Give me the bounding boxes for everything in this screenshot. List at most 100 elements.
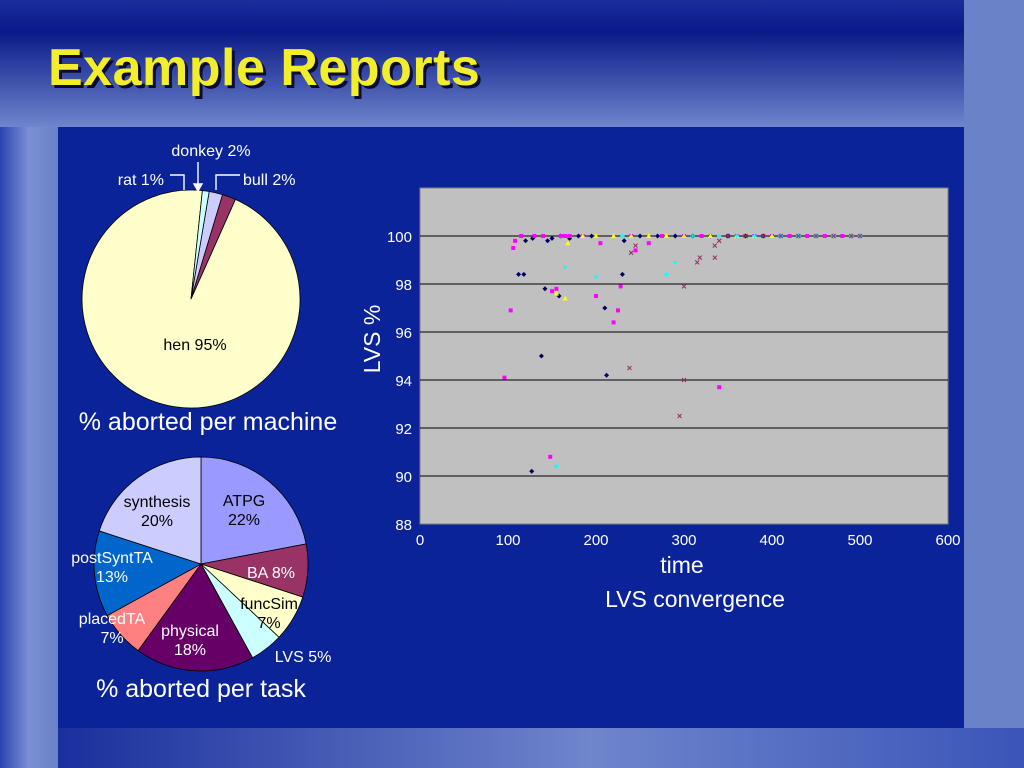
point-s2-0 (553, 290, 559, 296)
point-s4-19 (857, 233, 863, 239)
slide-title: Example Reports (48, 39, 481, 97)
point-s4-13 (760, 233, 766, 239)
y-tick-label-0: 88 (395, 517, 412, 534)
point-s4-4 (681, 377, 687, 383)
point-s2-6 (628, 233, 634, 238)
point-s3-3 (620, 233, 625, 239)
pie2-label-placedta: placedTA 7% (79, 611, 146, 647)
x-tick-label-0: 0 (416, 532, 424, 549)
point-s1-1 (508, 308, 513, 313)
pie2-slice-6 (93, 530, 203, 617)
point-s4-6 (694, 260, 700, 265)
x-tick-label-5: 500 (847, 532, 872, 549)
point-s0-13 (589, 233, 595, 239)
point-s4-1 (628, 250, 634, 256)
point-s3-4 (664, 272, 669, 277)
point-s2-1 (562, 295, 568, 301)
point-s0-15 (604, 372, 610, 378)
y-tick-label-2: 92 (395, 421, 412, 438)
point-s0-14 (602, 305, 608, 311)
leader-donkey-arrow (192, 183, 204, 193)
point-s4-0 (627, 365, 632, 371)
y-tick-label-6: 100 (387, 229, 412, 246)
scatter-plot-area (419, 187, 949, 525)
point-s1-30 (805, 234, 810, 238)
pie2-label-ba: BA 8% (247, 565, 295, 582)
point-s3-1 (563, 265, 568, 270)
point-s0-0 (516, 271, 522, 277)
point-s3-8 (734, 233, 739, 239)
point-s4-7 (697, 255, 703, 260)
point-s0-5 (538, 353, 544, 359)
point-s4-18 (848, 233, 854, 239)
point-s1-2 (511, 246, 516, 250)
scatter-title: LVS convergence (605, 586, 785, 612)
point-s2-4 (593, 233, 599, 238)
x-tick-label-6: 600 (935, 532, 960, 549)
point-s1-0 (502, 375, 507, 380)
point-s1-8 (550, 289, 554, 294)
pie2-title: % aborted per task (96, 675, 306, 703)
point-s1-4 (519, 234, 524, 238)
point-s0-3 (529, 468, 535, 474)
point-s4-5 (681, 284, 687, 289)
point-s2-2 (565, 240, 571, 246)
point-s1-25 (717, 385, 722, 390)
point-s0-16 (619, 271, 625, 277)
point-s4-16 (813, 233, 819, 239)
pie2-label-physical: physical 18% (161, 623, 219, 659)
point-s1-7 (548, 454, 553, 459)
point-s2-8 (663, 233, 669, 238)
point-s1-3 (513, 238, 518, 243)
point-s1-12 (567, 234, 572, 238)
pie2-labels: ATPG 22% synthesis 20% postSyntTA 13% place… (71, 493, 331, 666)
y-tick-label-5: 98 (395, 277, 412, 294)
pie2-label-funcsim: funcSim 7% (240, 596, 298, 632)
pie1-label-bull: bull 2% (243, 172, 295, 189)
point-s1-10 (558, 234, 563, 238)
point-s1-24 (699, 234, 704, 238)
point-s4-8 (712, 255, 718, 260)
pie1-label-donkey: donkey 2% (171, 143, 250, 160)
leader-bull (215, 174, 240, 190)
point-s4-17 (831, 233, 836, 239)
point-s0-6 (542, 286, 548, 292)
point-s0-2 (523, 238, 529, 244)
point-s3-0 (554, 464, 559, 469)
point-s1-14 (594, 294, 598, 298)
point-s1-15 (598, 241, 603, 246)
scatter-xlabel: time (660, 552, 703, 578)
point-s1-29 (787, 234, 792, 238)
point-s0-12 (575, 233, 581, 239)
point-s0-17 (621, 238, 627, 244)
point-s4-10 (716, 238, 722, 244)
leader-rat (170, 174, 185, 190)
point-s4-11 (725, 233, 731, 239)
point-s2-3 (580, 233, 586, 238)
pie2-slice-4 (137, 563, 254, 672)
point-s1-20 (633, 248, 638, 253)
point-s1-6 (541, 234, 546, 238)
point-s4-15 (796, 233, 801, 239)
pie2-slice-0 (200, 456, 307, 565)
x-tick-label-3: 300 (671, 532, 696, 549)
point-s0-1 (521, 271, 527, 277)
y-tick-label-1: 90 (395, 469, 412, 486)
pie2-label-postsyntta: postSyntTA 13% (71, 550, 153, 586)
point-s0-19 (655, 233, 661, 239)
scatter-ylabel: LVS % (359, 305, 385, 374)
point-s1-9 (554, 286, 559, 291)
point-s0-18 (637, 233, 643, 239)
point-s1-17 (616, 308, 620, 313)
point-s2-10 (707, 233, 713, 238)
pie1-slice-3 (190, 190, 210, 300)
pie1-label-rat: rat 1% (118, 172, 164, 189)
point-s4-3 (677, 413, 682, 419)
point-s4-12 (743, 233, 748, 239)
point-s2-13 (769, 233, 775, 238)
point-s1-5 (532, 234, 537, 238)
pie2-slice-7 (98, 456, 202, 565)
point-s1-18 (618, 284, 623, 289)
pie2-label-lvs: LVS 5% (275, 649, 332, 666)
